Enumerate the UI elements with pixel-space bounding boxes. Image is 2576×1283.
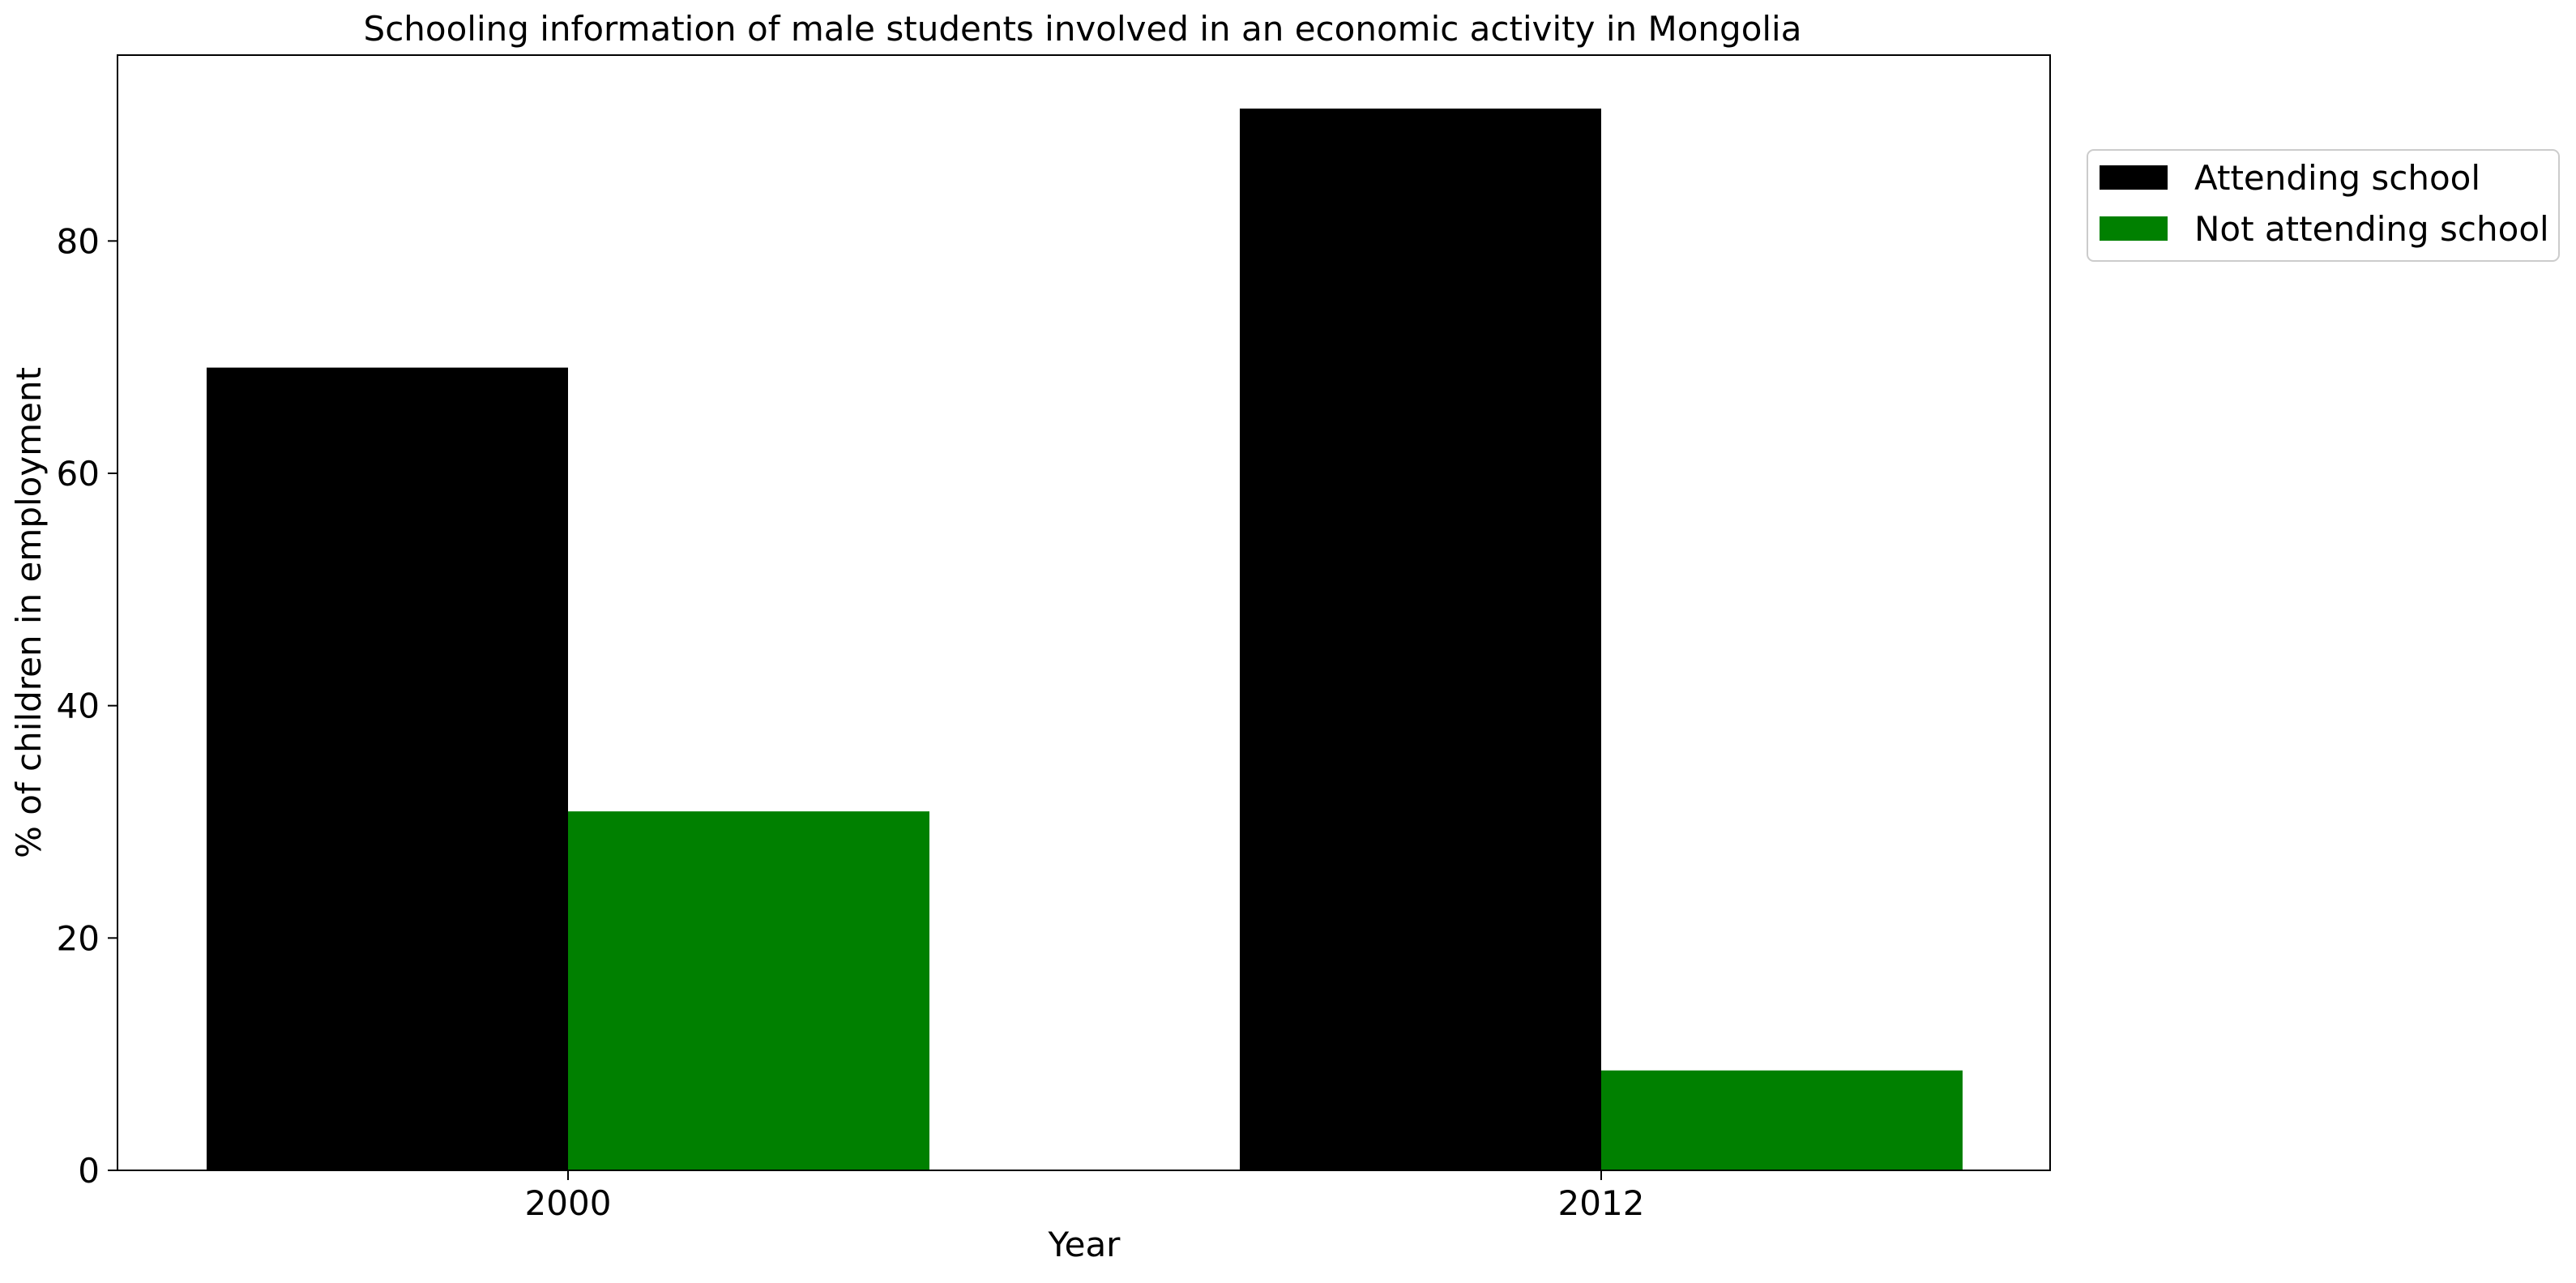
legend-swatch <box>2100 165 2168 190</box>
bar-not-attending-2012 <box>1601 1070 1963 1170</box>
x-axis-ticks: 2000 2012 <box>525 1170 1645 1223</box>
bar-attending-2000 <box>207 367 568 1171</box>
legend: Attending school Not attending school <box>2087 149 2560 262</box>
y-axis-ticks: 0 20 40 60 80 <box>57 221 117 1191</box>
legend-frame <box>2087 149 2560 262</box>
y-axis-label: % of children in employment <box>9 367 49 858</box>
bar-not-attending-2000 <box>568 811 929 1170</box>
legend-items: Attending school Not attending school <box>2100 158 2549 249</box>
chart-title: Schooling information of male students i… <box>364 9 1802 49</box>
y-tick-label: 20 <box>57 918 100 958</box>
y-tick-label: 0 <box>78 1151 100 1191</box>
legend-swatch <box>2100 216 2168 241</box>
x-axis-label: Year <box>1048 1225 1121 1264</box>
x-tick-label: 2012 <box>1558 1183 1645 1223</box>
y-tick-label: 40 <box>57 686 100 726</box>
bars-layer <box>207 108 1963 1171</box>
bar-attending-2012 <box>1240 108 1601 1170</box>
plot-area-frame <box>117 54 2051 1171</box>
y-tick-label: 60 <box>57 454 100 494</box>
y-tick-label: 80 <box>57 221 100 261</box>
legend-label: Attending school <box>2194 158 2480 198</box>
x-tick-label: 2000 <box>525 1183 612 1223</box>
legend-label: Not attending school <box>2194 209 2549 249</box>
